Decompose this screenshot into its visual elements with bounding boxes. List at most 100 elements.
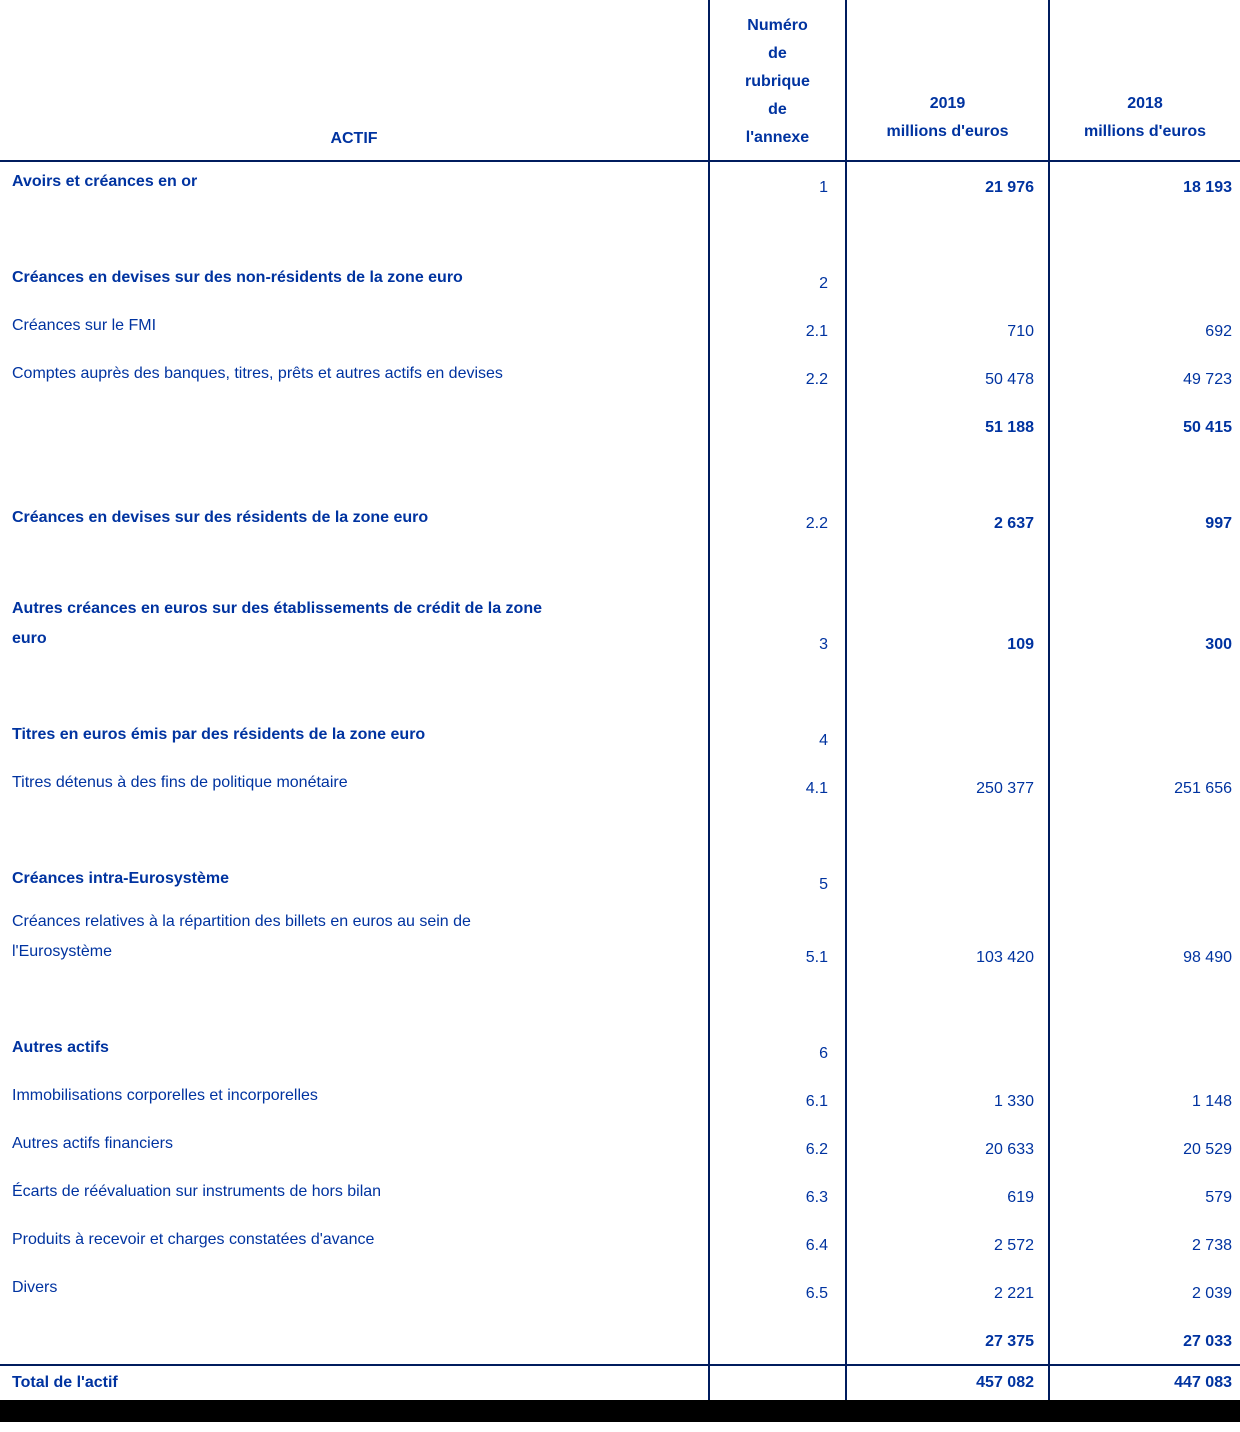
- row-note-number: [708, 811, 845, 859]
- row-note-number: 2.2: [708, 354, 845, 402]
- row-value-2018: 50 415: [1048, 402, 1240, 450]
- row-label: Comptes auprès des banques, titres, prêt…: [12, 365, 503, 382]
- table-row: Divers 6.5 2 221 2 039: [0, 1268, 1240, 1316]
- row-note-number: [708, 450, 845, 498]
- row-label: [0, 811, 708, 859]
- column-header-2019: 2019 millions d'euros: [845, 0, 1048, 160]
- row-label: Titres détenus à des fins de politique m…: [12, 774, 348, 791]
- table-row: 51 188 50 415: [0, 402, 1240, 450]
- table-header: ACTIF Numéro de rubrique de l'annexe 2019 mi…: [0, 0, 1240, 162]
- spacer-row: [0, 667, 1240, 715]
- row-value-2018: 2 738: [1048, 1220, 1240, 1268]
- row-value-2019: [845, 1028, 1048, 1076]
- row-value-2018: [1048, 210, 1240, 258]
- row-label: Autres actifs financiers: [12, 1135, 173, 1152]
- row-value-2018: 2 039: [1048, 1268, 1240, 1316]
- row-label: Immobilisations corporelles et incorpore…: [12, 1087, 318, 1104]
- row-value-2018: [1048, 1028, 1240, 1076]
- column-header-2018-unit: millions d'euros: [1083, 123, 1207, 140]
- row-value-2019: [845, 811, 1048, 859]
- row-note-number: 4.1: [708, 763, 845, 811]
- row-note-number: 6.3: [708, 1172, 845, 1220]
- table-row: Comptes auprès des banques, titres, prêt…: [0, 354, 1240, 402]
- row-value-2019: 21 976: [845, 162, 1048, 210]
- row-label: [0, 450, 708, 498]
- row-label: Autres créances en euros sur des établis…: [12, 600, 542, 647]
- spacer-row: [0, 210, 1240, 258]
- row-value-2019: 109: [845, 594, 1048, 667]
- row-label: [0, 1316, 708, 1364]
- row-label: Créances intra-Eurosystème: [12, 870, 229, 887]
- table-row: Créances intra-Eurosystème 5: [0, 859, 1240, 907]
- total-row: Total de l'actif 457 082 447 083: [0, 1364, 1240, 1400]
- row-note-number: 6: [708, 1028, 845, 1076]
- row-label: Divers: [12, 1279, 58, 1296]
- row-value-2018: 18 193: [1048, 162, 1240, 210]
- row-note-number: [708, 1316, 845, 1364]
- row-label: Créances en devises sur des non-résident…: [12, 269, 463, 286]
- row-note-number: 6.5: [708, 1268, 845, 1316]
- row-value-2018: [1048, 811, 1240, 859]
- row-value-2019: 710: [845, 306, 1048, 354]
- row-note-number: 6.1: [708, 1076, 845, 1124]
- row-value-2019: [845, 450, 1048, 498]
- row-label: Créances sur le FMI: [12, 317, 157, 334]
- row-value-2018: [1048, 258, 1240, 306]
- row-value-2018: [1048, 667, 1240, 715]
- row-note-number: [708, 402, 845, 450]
- row-value-2018: 27 033: [1048, 1316, 1240, 1364]
- row-note-number: 5: [708, 859, 845, 907]
- table-row: Créances en devises sur des non-résident…: [0, 258, 1240, 306]
- row-label: [0, 980, 708, 1028]
- row-value-2019: [845, 859, 1048, 907]
- row-label: Titres en euros émis par des résidents d…: [12, 726, 426, 743]
- row-value-2018: 579: [1048, 1172, 1240, 1220]
- row-value-2018: [1048, 546, 1240, 594]
- row-value-2018: [1048, 859, 1240, 907]
- row-value-2018: [1048, 980, 1240, 1028]
- row-note-number: 6.2: [708, 1124, 845, 1172]
- spacer-row: [0, 811, 1240, 859]
- row-value-2019: [845, 980, 1048, 1028]
- row-note-number: 1: [708, 162, 845, 210]
- row-value-2019: [845, 210, 1048, 258]
- total-value-2019: 457 082: [845, 1366, 1048, 1400]
- row-note-number: 2.1: [708, 306, 845, 354]
- row-value-2019: 2 221: [845, 1268, 1048, 1316]
- row-note-number: [708, 210, 845, 258]
- row-value-2019: 51 188: [845, 402, 1048, 450]
- column-header-2018-year: 2018: [1127, 95, 1163, 112]
- row-value-2018: 98 490: [1048, 907, 1240, 980]
- row-label: Écarts de réévaluation sur instruments d…: [12, 1183, 382, 1200]
- column-header-2019-unit: millions d'euros: [886, 123, 1009, 140]
- row-note-number: [708, 667, 845, 715]
- column-header-note-number: Numéro de rubrique de l'annexe: [708, 0, 845, 160]
- row-note-number: 4: [708, 715, 845, 763]
- table-row: Écarts de réévaluation sur instruments d…: [0, 1172, 1240, 1220]
- row-note-number: 5.1: [708, 907, 845, 980]
- spacer-row: [0, 546, 1240, 594]
- total-note: [708, 1366, 845, 1400]
- row-label: [0, 546, 708, 594]
- row-label: Autres actifs: [12, 1039, 109, 1056]
- spacer-row: [0, 450, 1240, 498]
- row-label: Créances en devises sur des résidents de…: [12, 509, 429, 526]
- table-row: Titres détenus à des fins de politique m…: [0, 763, 1240, 811]
- table-row: Produits à recevoir et charges constatée…: [0, 1220, 1240, 1268]
- row-value-2019: 2 572: [845, 1220, 1048, 1268]
- column-header-2018: 2018 millions d'euros: [1048, 0, 1240, 160]
- row-value-2019: [845, 546, 1048, 594]
- row-value-2019: 50 478: [845, 354, 1048, 402]
- row-value-2018: [1048, 450, 1240, 498]
- row-label: [0, 402, 708, 450]
- table-body: Avoirs et créances en or 1 21 976 18 193 Cré…: [0, 162, 1240, 1364]
- table-row: Créances en devises sur des résidents de…: [0, 498, 1240, 546]
- bottom-black-bar: [0, 1400, 1240, 1422]
- row-value-2019: [845, 715, 1048, 763]
- table-row: Avoirs et créances en or 1 21 976 18 193: [0, 162, 1240, 210]
- row-value-2018: 692: [1048, 306, 1240, 354]
- row-value-2018: 251 656: [1048, 763, 1240, 811]
- row-value-2018: 997: [1048, 498, 1240, 546]
- row-value-2019: 27 375: [845, 1316, 1048, 1364]
